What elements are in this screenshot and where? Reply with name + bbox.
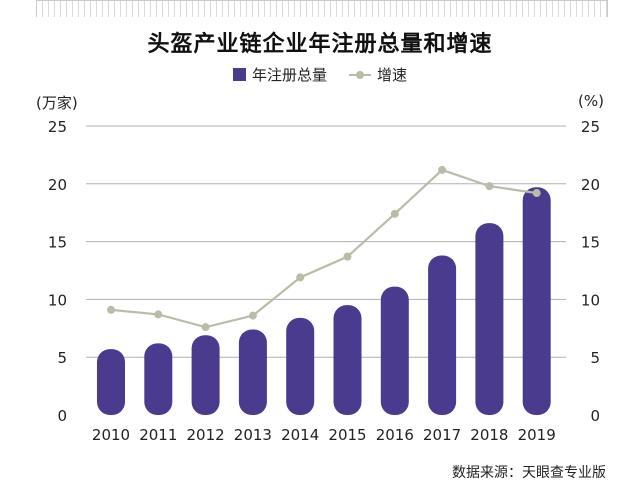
legend-item-bars: 年注册总量 — [232, 64, 327, 85]
growth-point — [248, 311, 257, 320]
growth-point — [438, 165, 447, 174]
growth-point — [201, 323, 210, 332]
growth-point — [107, 305, 115, 314]
x-tick-label: 2010 — [92, 426, 130, 444]
legend-item-line: 增速 — [349, 64, 407, 85]
legend-label-line: 增速 — [377, 66, 408, 84]
bar — [475, 223, 504, 415]
growth-point — [390, 209, 399, 218]
bar — [286, 317, 315, 415]
x-tick-label: 2016 — [376, 426, 414, 444]
legend-swatch-line — [349, 69, 371, 81]
y-right-tick-label: 20 — [581, 176, 600, 194]
chart-legend: 年注册总量 增速 — [0, 64, 640, 85]
chart-title: 头盔产业链企业年注册总量和增速 — [147, 32, 493, 57]
y-right-tick-label: 0 — [590, 407, 600, 425]
x-tick-label: 2011 — [139, 426, 177, 444]
y-left-tick-label: 0 — [57, 407, 67, 425]
x-tick-label: 2014 — [281, 426, 319, 444]
decorative-top-border — [36, 0, 608, 17]
legend-label-bars: 年注册总量 — [251, 66, 327, 84]
bar — [191, 335, 220, 415]
y-right-tick-label: 25 — [581, 118, 600, 136]
x-tick-label: 2015 — [328, 426, 366, 444]
bar — [144, 343, 173, 415]
growth-point — [154, 310, 163, 319]
y-left-tick-label: 10 — [48, 291, 67, 309]
x-tick-label: 2012 — [187, 426, 225, 444]
y-left-tick-label: 20 — [48, 176, 67, 194]
growth-point — [296, 273, 305, 282]
y-left-tick-label: 25 — [48, 118, 67, 136]
left-axis-unit: (万家) — [36, 94, 78, 112]
x-tick-label: 2017 — [423, 426, 461, 444]
bar — [428, 255, 457, 415]
x-tick-label: 2018 — [470, 426, 508, 444]
y-right-tick-label: 10 — [581, 291, 600, 309]
growth-point — [343, 252, 352, 261]
growth-point — [532, 189, 541, 198]
right-axis-unit: (%) — [578, 92, 604, 110]
y-left-tick-label: 15 — [48, 234, 67, 252]
bar — [333, 305, 362, 415]
growth-point — [485, 182, 494, 191]
data-source: 数据来源：天眼查专业版 — [452, 465, 606, 481]
y-right-tick-label: 5 — [590, 349, 600, 367]
bar — [522, 187, 551, 415]
bar — [380, 286, 409, 415]
growth-line — [110, 168, 537, 329]
y-right-tick-label: 15 — [581, 234, 600, 252]
legend-swatch-bar — [232, 68, 246, 81]
y-left-tick-label: 5 — [57, 349, 67, 367]
bar — [238, 329, 267, 415]
x-tick-label: 2019 — [518, 426, 556, 444]
x-tick-label: 2013 — [234, 426, 272, 444]
bar — [97, 349, 125, 415]
